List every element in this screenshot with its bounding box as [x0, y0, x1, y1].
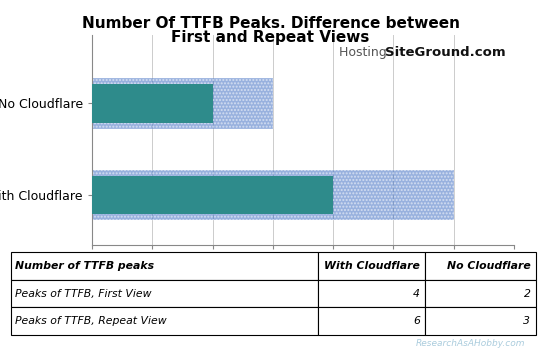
Bar	[92, 170, 454, 220]
Bar	[318, 280, 425, 307]
Bar	[11, 280, 318, 307]
Text: First and Repeat Views: First and Repeat Views	[171, 30, 370, 45]
Bar	[425, 280, 536, 307]
Text: Peaks of TTFB, First View: Peaks of TTFB, First View	[15, 289, 151, 299]
Text: Number Of TTFB Peaks. Difference between: Number Of TTFB Peaks. Difference between	[82, 16, 459, 31]
Bar	[425, 307, 536, 335]
Bar	[92, 176, 333, 214]
Bar	[11, 252, 318, 280]
Text: No Cloudflare: No Cloudflare	[446, 261, 530, 271]
Bar	[92, 84, 213, 122]
X-axis label: Number  of peak occurances (the less the better): Number of peak occurances (the less the …	[157, 273, 449, 286]
Bar	[318, 307, 425, 335]
Bar	[92, 78, 273, 128]
Text: Peaks of TTFB, Repeat View: Peaks of TTFB, Repeat View	[15, 316, 167, 326]
Text: SiteGround.com: SiteGround.com	[385, 46, 506, 58]
Text: Hosting:: Hosting:	[0, 349, 1, 350]
Text: With Cloudflare: With Cloudflare	[324, 261, 420, 271]
Text: 2: 2	[524, 289, 530, 299]
Text: ResearchAsAHobby.com: ResearchAsAHobby.com	[415, 338, 525, 348]
Legend: Peaks of TTFB, Repeat View, Peaks of TTFB, First View: Peaks of TTFB, Repeat View, Peaks of TTF…	[93, 309, 415, 327]
Bar	[11, 307, 318, 335]
Text: Number of TTFB peaks: Number of TTFB peaks	[15, 261, 154, 271]
Text: 4: 4	[413, 289, 420, 299]
Text: 3: 3	[524, 316, 530, 326]
Bar	[318, 252, 425, 280]
Text: Hosting:: Hosting:	[339, 46, 395, 58]
Bar	[425, 252, 536, 280]
Text: 6: 6	[413, 316, 420, 326]
